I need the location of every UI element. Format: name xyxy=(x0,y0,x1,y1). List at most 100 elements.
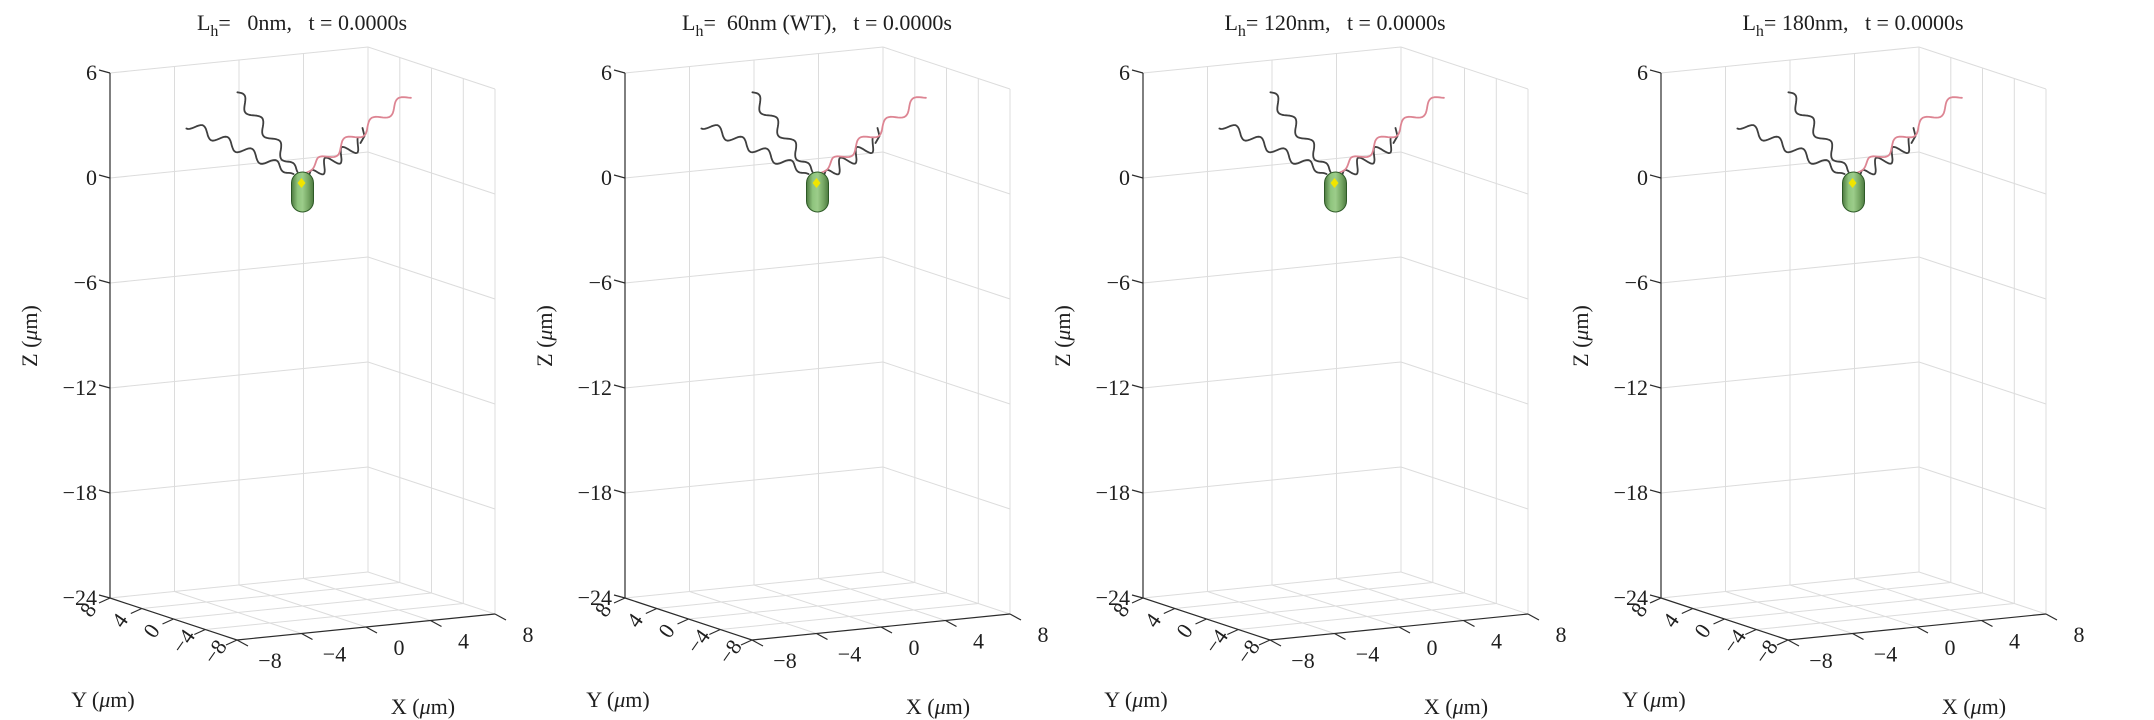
grid-floor-y xyxy=(720,603,979,630)
grid-wall-left-horizontal xyxy=(109,361,369,389)
z-tick xyxy=(1649,594,1662,599)
z-tick xyxy=(1131,279,1144,284)
z-tick xyxy=(1131,69,1144,74)
x-tick-label: −4 xyxy=(1874,642,1897,667)
grid-wall-right-horizontal xyxy=(882,466,1011,510)
x-tick-label: 8 xyxy=(2074,622,2085,647)
grid-wall-right-horizontal xyxy=(1400,361,1529,405)
grid-wall-right-horizontal xyxy=(882,361,1011,405)
x-tick xyxy=(880,626,893,634)
y-tick-label: 0 xyxy=(1171,619,1198,642)
z-tick-label: −18 xyxy=(1096,480,1130,505)
x-tick-label: 4 xyxy=(2009,629,2020,654)
cell-body xyxy=(1324,171,1347,213)
panel-3d-plot-3: 60−6−12−18−248 4 0 −4−8 −8 −4 0 4 8X (μm)Y (μm)Z… xyxy=(1050,10,1567,719)
grid-floor-y xyxy=(1174,582,1433,609)
z-tick-label: −6 xyxy=(1107,270,1130,295)
flagellum-dark-long-left xyxy=(185,124,295,175)
x-tick xyxy=(236,639,249,647)
z-axis-label: Z (μm) xyxy=(17,305,42,367)
z-tick xyxy=(98,174,111,179)
grid-wall-left-horizontal xyxy=(1660,256,1920,284)
bacterium xyxy=(185,91,412,213)
grid-wall-right-horizontal xyxy=(1400,151,1529,195)
flagellum-pink xyxy=(304,96,412,174)
z-tick xyxy=(1649,174,1662,179)
grid-wall-right-horizontal xyxy=(1918,256,2047,300)
body-orientation-marker xyxy=(812,178,821,188)
x-tick-label: −8 xyxy=(1291,648,1314,673)
grid-wall-left-horizontal xyxy=(624,256,884,284)
grid-wall-right-horizontal xyxy=(367,46,496,90)
grid-wall-right-horizontal xyxy=(882,256,1011,300)
y-tick xyxy=(1163,607,1176,615)
z-tick xyxy=(1649,384,1662,389)
x-tick xyxy=(1916,626,1929,634)
flagellum-dark-upper-left xyxy=(236,91,299,173)
z-tick xyxy=(98,594,111,599)
grid-lines xyxy=(109,46,496,634)
x-tick-label: −4 xyxy=(838,642,861,667)
x-axis-label: X (μm) xyxy=(1424,694,1488,719)
z-axis-label: Z (μm) xyxy=(1568,305,1593,367)
flagellum-pink xyxy=(1337,96,1445,174)
y-tick xyxy=(1131,597,1144,604)
z-tick-label: −12 xyxy=(1096,375,1130,400)
z-tick-label: −6 xyxy=(1625,270,1648,295)
y-axis-label: Y (μm) xyxy=(1104,687,1167,712)
x-tick-label: 4 xyxy=(458,629,469,654)
z-tick xyxy=(1131,594,1144,599)
flagellum-dark-right xyxy=(307,137,360,177)
axes xyxy=(98,69,507,647)
y-tick-label: −4 xyxy=(681,624,715,658)
y-tick-label: 0 xyxy=(138,619,165,642)
flagellum-dark-upper-left xyxy=(1269,91,1332,173)
body-orientation-marker xyxy=(1848,178,1857,188)
y-tick xyxy=(709,628,721,636)
grid-wall-right-horizontal xyxy=(367,256,496,300)
x-tick-label: −8 xyxy=(1809,648,1832,673)
cell-body xyxy=(806,171,829,213)
y-tick xyxy=(98,597,111,604)
y-tick-label: 0 xyxy=(653,619,680,642)
grid-floor-y xyxy=(1692,582,1951,609)
z-tick xyxy=(1649,69,1662,74)
grid-wall-left-horizontal xyxy=(1142,361,1402,389)
x-tick xyxy=(2045,613,2058,621)
x-tick xyxy=(1463,619,1475,628)
grid-floor-y xyxy=(1206,592,1465,620)
z-tick xyxy=(98,489,111,494)
z-tick-label: 0 xyxy=(601,165,612,190)
y-tick xyxy=(1745,628,1757,636)
x-tick xyxy=(1269,639,1282,647)
grid-wall-right-horizontal xyxy=(367,151,496,195)
grid-floor-y xyxy=(1238,603,1497,630)
grid-wall-left-horizontal xyxy=(109,46,369,74)
grid-wall-left-horizontal xyxy=(1660,361,1920,389)
y-tick xyxy=(194,628,206,636)
z-axis-label: Z (μm) xyxy=(1050,305,1075,367)
grid-wall-right-horizontal xyxy=(882,151,1011,195)
flagellum-dark-long-left xyxy=(1218,124,1328,175)
flagellum-dark-right xyxy=(1858,137,1911,177)
x-tick xyxy=(816,632,828,641)
grid-wall-right-horizontal xyxy=(1918,361,2047,405)
x-tick-label: −4 xyxy=(323,642,346,667)
z-tick xyxy=(1131,489,1144,494)
grid-floor-y xyxy=(1724,592,1983,620)
y-tick-label: 4 xyxy=(106,609,133,632)
z-tick-label: −24 xyxy=(1096,585,1130,610)
z-tick xyxy=(613,69,626,74)
y-axis-label: Y (μm) xyxy=(1622,687,1685,712)
grid-wall-right-horizontal xyxy=(882,46,1011,90)
x-tick xyxy=(1981,619,1993,628)
flagellum-pink xyxy=(1855,96,1963,174)
z-tick xyxy=(613,279,626,284)
y-tick-label: 4 xyxy=(621,609,648,632)
x-tick-label: 8 xyxy=(1556,622,1567,647)
x-axis-label: X (μm) xyxy=(391,694,455,719)
x-tick-label: −4 xyxy=(1356,642,1379,667)
axes xyxy=(1131,69,1540,647)
y-tick xyxy=(162,618,174,625)
